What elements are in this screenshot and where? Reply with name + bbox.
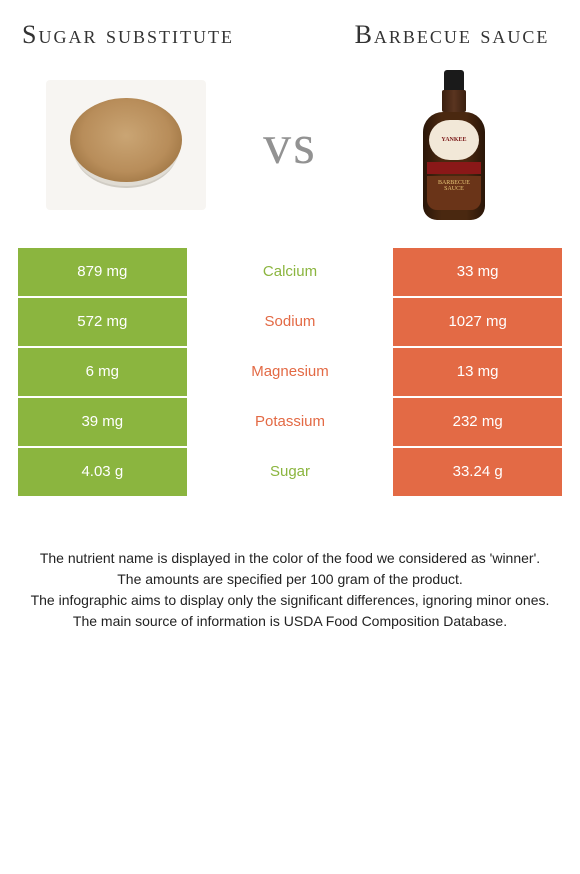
hero-row: vs YANKEE BARBECUESAUCE (18, 70, 562, 220)
left-food-image (26, 70, 226, 220)
table-row: 879 mg Calcium 33 mg (18, 248, 562, 298)
infographic-container: Sugar substitute Barbecue sauce vs YANKE… (0, 0, 580, 652)
sugar-substitute-icon (46, 80, 206, 210)
right-food-image: YANKEE BARBECUESAUCE (354, 70, 554, 220)
footnote-line: The infographic aims to display only the… (22, 590, 558, 611)
nutrient-label: Magnesium (187, 348, 394, 396)
comparison-table: 879 mg Calcium 33 mg 572 mg Sodium 1027 … (18, 248, 562, 498)
left-value: 572 mg (18, 298, 187, 346)
vs-label: vs (263, 113, 317, 177)
nutrient-label: Sodium (187, 298, 394, 346)
right-value: 33 mg (393, 248, 562, 296)
left-food-title: Sugar substitute (18, 20, 238, 50)
nutrient-label: Sugar (187, 448, 394, 496)
left-value: 879 mg (18, 248, 187, 296)
right-value: 1027 mg (393, 298, 562, 346)
left-value: 6 mg (18, 348, 187, 396)
right-food-title: Barbecue sauce (342, 20, 562, 50)
nutrient-label: Potassium (187, 398, 394, 446)
right-value: 13 mg (393, 348, 562, 396)
table-row: 6 mg Magnesium 13 mg (18, 348, 562, 398)
table-row: 572 mg Sodium 1027 mg (18, 298, 562, 348)
right-value: 33.24 g (393, 448, 562, 496)
table-row: 4.03 g Sugar 33.24 g (18, 448, 562, 498)
table-row: 39 mg Potassium 232 mg (18, 398, 562, 448)
right-value: 232 mg (393, 398, 562, 446)
nutrient-label: Calcium (187, 248, 394, 296)
left-value: 39 mg (18, 398, 187, 446)
left-value: 4.03 g (18, 448, 187, 496)
footnote-line: The amounts are specified per 100 gram o… (22, 569, 558, 590)
titles-row: Sugar substitute Barbecue sauce (18, 20, 562, 50)
footnote-line: The nutrient name is displayed in the co… (22, 548, 558, 569)
barbecue-sauce-bottle-icon: YANKEE BARBECUESAUCE (423, 70, 485, 220)
footnotes: The nutrient name is displayed in the co… (18, 548, 562, 632)
footnote-line: The main source of information is USDA F… (22, 611, 558, 632)
